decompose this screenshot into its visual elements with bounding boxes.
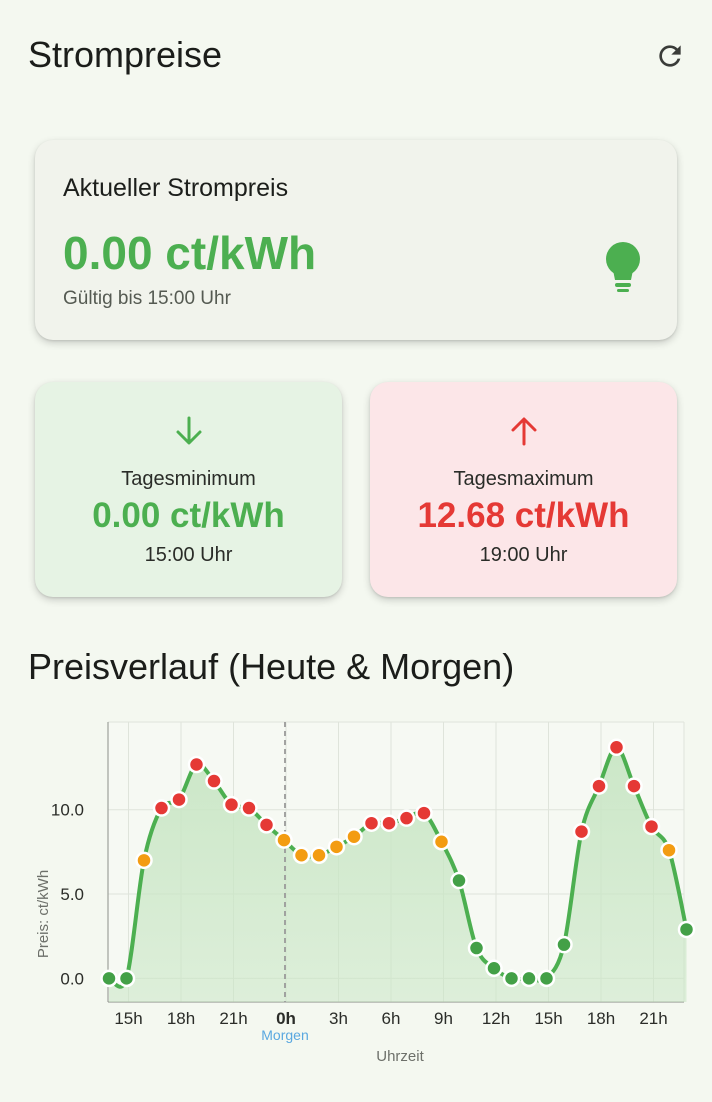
x-tick-label: 9h (434, 1009, 453, 1028)
data-point (555, 935, 573, 954)
current-price-label: Aktueller Strompreis (63, 174, 289, 202)
arrow-up-icon (511, 417, 536, 446)
x-tick-label: 21h (639, 1009, 667, 1028)
data-point (642, 817, 661, 836)
data-point (275, 831, 293, 849)
app-title: Strompreise (28, 34, 223, 75)
y-tick-label: 10.0 (51, 801, 84, 820)
price-chart: 0.0 5.0 10.0 15h 18h 21h 0h 3h 6h 9h 12h 15h 18h 21h M… (35, 721, 696, 1065)
data-point (310, 846, 328, 865)
chart-section-title: Preisverlauf (Heute & Morgen) (28, 646, 515, 687)
x-tick-label: 15h (114, 1009, 142, 1028)
data-point (660, 841, 678, 859)
data-point (450, 871, 468, 890)
daily-maximum-value: 12.68 ct/kWh (417, 496, 630, 535)
data-point (187, 755, 206, 774)
y-axis-title: Preis: ct/kWh (35, 870, 52, 958)
daily-minimum-card: Tagesminimum 0.00 ct/kWh 15:00 Uhr (35, 382, 342, 597)
y-tick-label: 0.0 (60, 969, 84, 988)
data-point (345, 827, 363, 846)
data-point (240, 799, 258, 817)
data-point (170, 790, 188, 809)
data-point (135, 851, 153, 870)
y-tick-label: 5.0 (60, 885, 84, 904)
data-point (467, 939, 486, 957)
data-point (380, 814, 398, 832)
data-point (502, 969, 521, 988)
current-price-value: 0.00 ct/kWh (63, 227, 317, 279)
app-bar: Strompreise (0, 0, 712, 112)
x-tick-label: 18h (167, 1009, 195, 1028)
daily-maximum-title: Tagesmaximum (453, 468, 594, 490)
x-tick-label: 3h (329, 1009, 348, 1028)
data-point (415, 804, 433, 822)
data-point (257, 816, 276, 834)
data-point (397, 809, 416, 827)
daily-maximum-card: Tagesmaximum 12.68 ct/kWh 19:00 Uhr (370, 382, 677, 597)
price-area (109, 747, 687, 1002)
x-axis-title: Uhrzeit (376, 1048, 424, 1065)
data-point (432, 833, 451, 851)
data-point (537, 969, 556, 988)
lightbulb-icon (606, 242, 640, 292)
x-tick-label: 6h (382, 1009, 401, 1028)
x-tick-label: 15h (534, 1009, 562, 1028)
data-point (572, 822, 591, 841)
data-point (117, 969, 136, 988)
data-point (520, 969, 538, 988)
refresh-button[interactable] (648, 34, 692, 78)
x-tick-label: 21h (219, 1009, 247, 1028)
data-point (677, 920, 696, 939)
data-point (362, 814, 381, 832)
data-point (590, 777, 608, 795)
x-tick-label: 18h (587, 1009, 615, 1028)
x-tick-label: 0h (276, 1009, 296, 1028)
daily-minimum-value: 0.00 ct/kWh (92, 496, 285, 535)
data-point (100, 969, 118, 988)
daily-minimum-title: Tagesminimum (121, 468, 256, 490)
current-price-card: Aktueller Strompreis 0.00 ct/kWh Gültig … (35, 140, 677, 340)
refresh-icon (659, 45, 681, 67)
data-point (222, 795, 241, 814)
tomorrow-label: Morgen (261, 1027, 308, 1043)
data-point (152, 799, 171, 817)
data-point (292, 846, 311, 865)
x-tick-label: 12h (482, 1009, 510, 1028)
daily-minimum-time: 15:00 Uhr (144, 544, 233, 566)
daily-maximum-time: 19:00 Uhr (479, 544, 568, 566)
arrow-down-icon (176, 416, 201, 445)
data-point (205, 772, 223, 790)
data-point (607, 738, 626, 757)
data-point (625, 777, 643, 795)
data-point (327, 838, 346, 856)
data-point (485, 959, 503, 978)
current-price-validity: Gültig bis 15:00 Uhr (63, 288, 231, 309)
